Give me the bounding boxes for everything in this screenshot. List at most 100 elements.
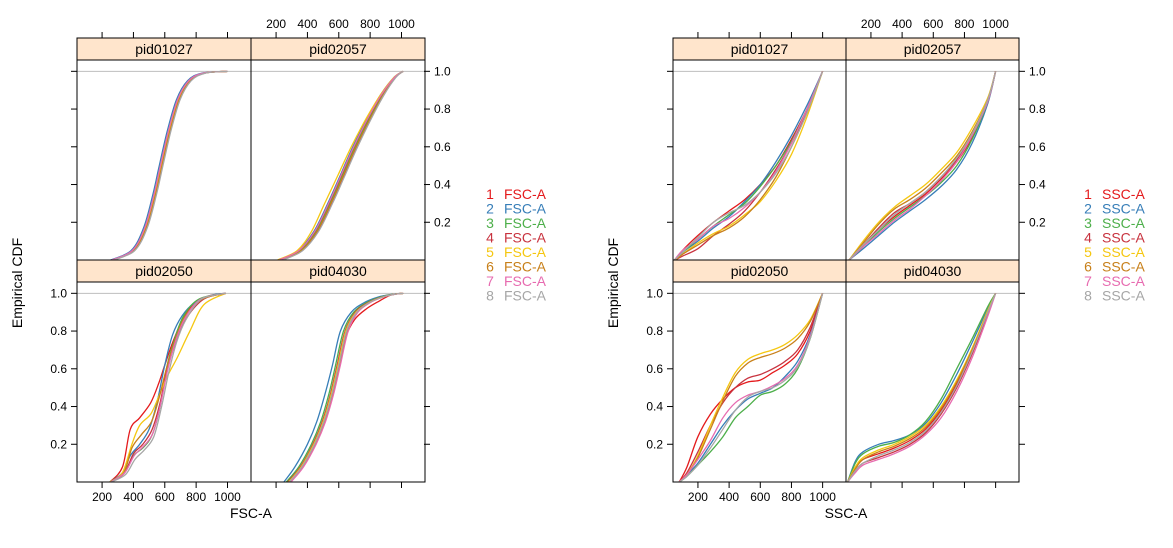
panel-frame — [250, 281, 426, 483]
cdf-line-pid04030-series-2 — [846, 293, 997, 483]
cdf-line-pid02050-series-5 — [678, 293, 824, 483]
cdf-line-pid01027-series-3 — [674, 71, 824, 261]
y-tick-label: 0.2 — [434, 215, 451, 229]
cdf-line-pid02057-series-7 — [278, 70, 404, 261]
x-tick-label: 600 — [155, 490, 175, 504]
cdf-line-pid02050-series-5 — [109, 292, 227, 483]
panel-pid01027: pid01027 — [672, 37, 847, 261]
y-tick-label: 0.6 — [434, 140, 451, 154]
legend-number: 5 — [486, 244, 494, 260]
y-tick-label: 0.2 — [1029, 215, 1046, 229]
x-axis-title: FSC-A — [230, 505, 273, 521]
panel-title: pid01027 — [135, 41, 193, 57]
x-tick-label: 1000 — [214, 490, 241, 504]
legend-label: SSC-A — [1102, 230, 1145, 246]
cdf-line-pid01027-series-1 — [674, 71, 824, 261]
y-tick-label: 0.2 — [50, 437, 67, 451]
cdf-line-pid02050-series-1 — [678, 293, 824, 483]
legend-label: FSC-A — [504, 259, 547, 275]
x-tick-label: 200 — [688, 490, 708, 504]
x-tick-label: 1000 — [982, 17, 1009, 31]
cdf-line-pid04030-series-6 — [847, 293, 997, 483]
legend-label: FSC-A — [504, 244, 547, 260]
y-tick-label: 0.8 — [50, 324, 67, 338]
y-tick-label: 1.0 — [50, 286, 67, 300]
panel-pid01027: pid01027 — [76, 37, 252, 261]
legend-label: SSC-A — [1102, 201, 1145, 217]
y-tick-label: 0.8 — [646, 324, 663, 338]
legend-label: SSC-A — [1102, 186, 1145, 202]
cdf-line-pid02057-series-6 — [848, 71, 997, 261]
x-tick-label: 200 — [92, 490, 112, 504]
panel-title: pid02057 — [309, 41, 367, 57]
cdf-line-pid02050-series-7 — [110, 292, 227, 483]
cdf-line-pid02050-series-7 — [678, 293, 824, 483]
cdf-line-pid01027-series-2 — [110, 70, 228, 261]
legend-label: FSC-A — [504, 186, 547, 202]
cdf-line-pid02050-series-3 — [678, 293, 824, 483]
cdf-line-pid02050-series-6 — [110, 292, 227, 483]
panel-title: pid01027 — [731, 41, 789, 57]
y-tick-label: 1.0 — [1029, 64, 1046, 78]
cdf-line-pid04030-series-5 — [847, 293, 997, 483]
panel-title: pid02050 — [135, 263, 193, 279]
cdf-line-pid02050-series-8 — [111, 292, 227, 483]
y-tick-label: 1.0 — [434, 64, 451, 78]
cdf-line-pid01027-series-3 — [112, 70, 228, 261]
panel-title: pid02057 — [904, 41, 962, 57]
y-tick-label: 0.4 — [50, 400, 67, 414]
legend: 1 FSC-A 2 FSC-A 3 FSC-A 4 FSC-A 5 FSC-A 6 FSC-A 7 FSC… — [486, 186, 547, 304]
cdf-line-pid01027-series-5 — [112, 70, 228, 261]
cdf-line-pid02057-series-2 — [278, 70, 404, 261]
panel-pid02050: pid02050 — [76, 259, 252, 483]
cdf-line-pid02057-series-8 — [282, 70, 404, 261]
legend-number: 1 — [1084, 186, 1092, 202]
cdf-line-pid02057-series-2 — [848, 71, 997, 261]
x-tick-label: 600 — [329, 17, 349, 31]
panel-pid04030: pid04030 — [845, 259, 1020, 483]
y-tick-label: 0.6 — [50, 362, 67, 376]
cdf-line-pid01027-series-4 — [113, 70, 228, 261]
panel-title: pid04030 — [904, 263, 962, 279]
x-tick-label: 800 — [186, 490, 206, 504]
cdf-line-pid02050-series-2 — [678, 293, 824, 483]
cdf-line-pid01027-series-6 — [674, 71, 824, 261]
cdf-line-pid01027-series-7 — [111, 70, 228, 261]
legend-number: 2 — [486, 201, 494, 217]
cdf-line-pid04030-series-2 — [283, 292, 404, 483]
cdf-line-pid02057-series-7 — [848, 71, 997, 261]
y-tick-label: 0.8 — [434, 102, 451, 116]
legend-label: FSC-A — [504, 201, 547, 217]
legend-label: FSC-A — [504, 273, 547, 289]
y-axis-title: Empirical CDF — [605, 238, 621, 328]
x-tick-label: 600 — [923, 17, 943, 31]
panel-pid02057: pid02057 — [250, 37, 426, 261]
cdf-line-pid02050-series-4 — [678, 293, 824, 483]
legend-number: 6 — [486, 259, 494, 275]
legend-number: 7 — [486, 273, 494, 289]
chart-1: pid01027 pid02057 pid02050 pid04030 0.2 0.4 0.… — [9, 17, 547, 521]
cdf-line-pid02050-series-1 — [109, 292, 227, 483]
cdf-line-pid04030-series-8 — [288, 292, 404, 483]
cdf-line-pid01027-series-7 — [674, 71, 824, 261]
x-tick-label: 400 — [719, 490, 739, 504]
legend-number: 4 — [1084, 230, 1092, 246]
legend-label: SSC-A — [1102, 288, 1145, 304]
cdf-line-pid01027-series-1 — [112, 70, 228, 261]
x-tick-label: 600 — [750, 490, 770, 504]
legend-number: 8 — [1084, 288, 1092, 304]
x-tick-label: 200 — [266, 17, 286, 31]
cdf-line-pid02050-series-2 — [109, 292, 226, 483]
y-tick-label: 0.8 — [1029, 102, 1046, 116]
cdf-line-pid02050-series-6 — [678, 293, 824, 483]
panel-frame — [672, 59, 847, 261]
y-tick-label: 0.4 — [646, 400, 663, 414]
legend-number: 1 — [486, 186, 494, 202]
y-axis-title: Empirical CDF — [9, 238, 25, 328]
panel-pid02050: pid02050 — [672, 259, 847, 483]
y-tick-label: 0.4 — [1029, 178, 1046, 192]
cdf-line-pid01027-series-2 — [674, 71, 824, 261]
x-tick-label: 800 — [781, 490, 801, 504]
legend-label: SSC-A — [1102, 259, 1145, 275]
